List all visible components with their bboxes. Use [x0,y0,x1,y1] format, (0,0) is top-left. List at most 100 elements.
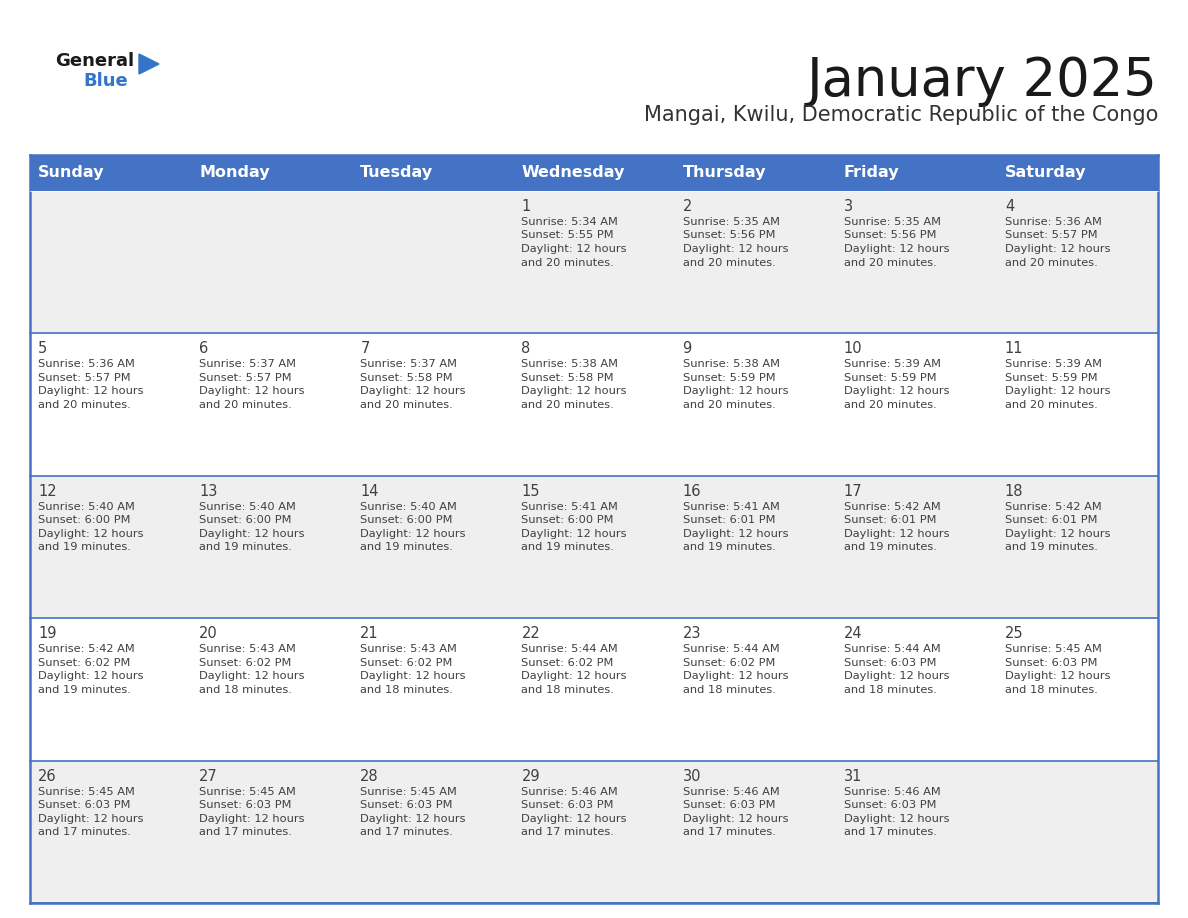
Text: Daylight: 12 hours: Daylight: 12 hours [1005,244,1111,254]
Text: Daylight: 12 hours: Daylight: 12 hours [843,386,949,397]
Text: Sunrise: 5:46 AM: Sunrise: 5:46 AM [522,787,618,797]
Text: and 18 minutes.: and 18 minutes. [683,685,776,695]
Text: Sunset: 6:02 PM: Sunset: 6:02 PM [360,657,453,667]
Text: Sunrise: 5:35 AM: Sunrise: 5:35 AM [683,217,779,227]
Text: Sunset: 5:59 PM: Sunset: 5:59 PM [1005,373,1098,383]
Text: Sunset: 6:03 PM: Sunset: 6:03 PM [200,800,291,810]
Text: and 19 minutes.: and 19 minutes. [200,543,292,553]
Text: Sunset: 5:58 PM: Sunset: 5:58 PM [522,373,614,383]
Text: and 20 minutes.: and 20 minutes. [522,258,614,267]
Text: Thursday: Thursday [683,165,766,181]
Text: Sunset: 6:03 PM: Sunset: 6:03 PM [843,657,936,667]
Text: and 17 minutes.: and 17 minutes. [360,827,453,837]
Text: and 17 minutes.: and 17 minutes. [683,827,776,837]
Text: Sunset: 5:56 PM: Sunset: 5:56 PM [843,230,936,241]
FancyBboxPatch shape [30,191,1158,333]
Text: and 20 minutes.: and 20 minutes. [843,400,936,410]
Text: Daylight: 12 hours: Daylight: 12 hours [683,386,788,397]
Text: Sunday: Sunday [38,165,105,181]
Text: Sunset: 5:57 PM: Sunset: 5:57 PM [38,373,131,383]
FancyBboxPatch shape [30,761,1158,903]
Text: Sunrise: 5:45 AM: Sunrise: 5:45 AM [200,787,296,797]
Text: and 19 minutes.: and 19 minutes. [843,543,936,553]
Text: 12: 12 [38,484,57,498]
Text: 11: 11 [1005,341,1023,356]
Text: 6: 6 [200,341,208,356]
Text: Daylight: 12 hours: Daylight: 12 hours [200,529,304,539]
Text: Sunrise: 5:44 AM: Sunrise: 5:44 AM [522,644,618,655]
Text: and 18 minutes.: and 18 minutes. [1005,685,1098,695]
Text: Sunrise: 5:37 AM: Sunrise: 5:37 AM [360,360,457,369]
Text: 25: 25 [1005,626,1024,641]
Text: Sunset: 6:00 PM: Sunset: 6:00 PM [38,515,131,525]
Text: Sunrise: 5:39 AM: Sunrise: 5:39 AM [843,360,941,369]
Text: Sunset: 5:57 PM: Sunset: 5:57 PM [1005,230,1098,241]
Text: Daylight: 12 hours: Daylight: 12 hours [843,244,949,254]
Text: Sunset: 6:03 PM: Sunset: 6:03 PM [360,800,453,810]
Text: and 18 minutes.: and 18 minutes. [522,685,614,695]
Polygon shape [139,54,159,74]
Text: Daylight: 12 hours: Daylight: 12 hours [38,529,144,539]
Text: and 20 minutes.: and 20 minutes. [38,400,131,410]
Text: and 19 minutes.: and 19 minutes. [1005,543,1098,553]
Text: 24: 24 [843,626,862,641]
Text: Sunset: 6:01 PM: Sunset: 6:01 PM [843,515,936,525]
Text: Daylight: 12 hours: Daylight: 12 hours [522,529,627,539]
Text: 31: 31 [843,768,862,784]
Text: Sunrise: 5:36 AM: Sunrise: 5:36 AM [38,360,135,369]
Text: 28: 28 [360,768,379,784]
FancyBboxPatch shape [30,333,1158,476]
Text: and 19 minutes.: and 19 minutes. [360,543,453,553]
Text: 3: 3 [843,199,853,214]
Text: 21: 21 [360,626,379,641]
Text: Sunrise: 5:43 AM: Sunrise: 5:43 AM [200,644,296,655]
Text: and 20 minutes.: and 20 minutes. [1005,258,1098,267]
Text: Sunrise: 5:41 AM: Sunrise: 5:41 AM [522,502,618,512]
Text: Sunrise: 5:39 AM: Sunrise: 5:39 AM [1005,360,1101,369]
Text: Sunset: 5:59 PM: Sunset: 5:59 PM [843,373,936,383]
Text: Daylight: 12 hours: Daylight: 12 hours [1005,386,1111,397]
Text: Daylight: 12 hours: Daylight: 12 hours [683,244,788,254]
Text: 23: 23 [683,626,701,641]
Text: 15: 15 [522,484,539,498]
Text: 19: 19 [38,626,57,641]
Text: Sunrise: 5:37 AM: Sunrise: 5:37 AM [200,360,296,369]
Text: Sunset: 6:02 PM: Sunset: 6:02 PM [683,657,775,667]
Text: and 19 minutes.: and 19 minutes. [522,543,614,553]
Text: Sunrise: 5:40 AM: Sunrise: 5:40 AM [200,502,296,512]
Text: Sunrise: 5:35 AM: Sunrise: 5:35 AM [843,217,941,227]
Text: Daylight: 12 hours: Daylight: 12 hours [522,671,627,681]
Text: Sunset: 5:56 PM: Sunset: 5:56 PM [683,230,775,241]
Text: 26: 26 [38,768,57,784]
Text: Daylight: 12 hours: Daylight: 12 hours [683,671,788,681]
Text: Sunset: 6:01 PM: Sunset: 6:01 PM [683,515,775,525]
Text: and 20 minutes.: and 20 minutes. [683,258,776,267]
Text: and 17 minutes.: and 17 minutes. [843,827,936,837]
Text: Sunrise: 5:44 AM: Sunrise: 5:44 AM [683,644,779,655]
Text: Mangai, Kwilu, Democratic Republic of the Congo: Mangai, Kwilu, Democratic Republic of th… [644,105,1158,125]
Text: Monday: Monday [200,165,270,181]
Text: Sunrise: 5:43 AM: Sunrise: 5:43 AM [360,644,457,655]
Text: 16: 16 [683,484,701,498]
Text: 18: 18 [1005,484,1023,498]
Text: Sunrise: 5:46 AM: Sunrise: 5:46 AM [683,787,779,797]
Text: Sunrise: 5:34 AM: Sunrise: 5:34 AM [522,217,618,227]
Text: Friday: Friday [843,165,899,181]
Text: Sunrise: 5:42 AM: Sunrise: 5:42 AM [38,644,134,655]
Text: Sunrise: 5:40 AM: Sunrise: 5:40 AM [38,502,135,512]
Text: Sunset: 6:03 PM: Sunset: 6:03 PM [1005,657,1098,667]
Text: Daylight: 12 hours: Daylight: 12 hours [360,671,466,681]
Text: Daylight: 12 hours: Daylight: 12 hours [200,386,304,397]
Text: 4: 4 [1005,199,1015,214]
Text: Daylight: 12 hours: Daylight: 12 hours [38,813,144,823]
Text: Sunrise: 5:45 AM: Sunrise: 5:45 AM [38,787,135,797]
Text: and 20 minutes.: and 20 minutes. [522,400,614,410]
Text: 20: 20 [200,626,217,641]
FancyBboxPatch shape [30,155,1158,191]
Text: 1: 1 [522,199,531,214]
Text: Daylight: 12 hours: Daylight: 12 hours [522,813,627,823]
Text: and 17 minutes.: and 17 minutes. [200,827,292,837]
Text: Blue: Blue [83,72,128,90]
Text: Sunset: 6:03 PM: Sunset: 6:03 PM [683,800,775,810]
Text: Sunrise: 5:41 AM: Sunrise: 5:41 AM [683,502,779,512]
